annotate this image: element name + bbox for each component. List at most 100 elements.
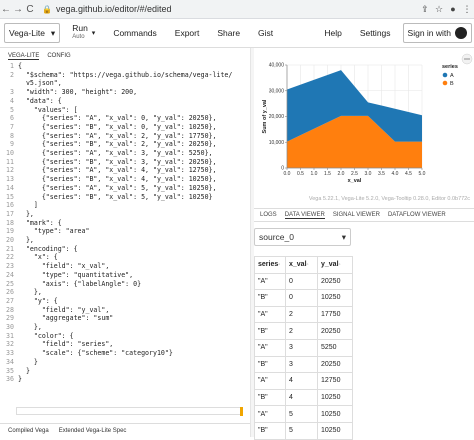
area-series-a — [287, 70, 422, 142]
code-text: "x": { — [18, 253, 58, 262]
sort-icon[interactable]: ◦ — [338, 262, 341, 269]
x-tick-label: 1.0 — [311, 171, 318, 177]
bookmark-star-icon[interactable]: ☆ — [434, 3, 444, 14]
address-field[interactable]: vega.github.io/editor/#/edited — [55, 4, 172, 14]
code-text: "type": "quantitative", — [18, 270, 134, 279]
code-line[interactable]: 14 {"series": "A", "x_val": 5, "y_val": … — [0, 184, 250, 193]
code-text: }, — [18, 323, 42, 331]
code-line[interactable]: 29 "aggregate": "sum" — [0, 314, 250, 323]
tab-signal-viewer[interactable]: SIGNAL VIEWER — [332, 212, 380, 218]
line-number: 33 — [6, 349, 14, 358]
sort-icon[interactable]: ◦ — [306, 262, 309, 269]
sort-icon[interactable]: ◦ — [278, 262, 281, 269]
source-select[interactable]: source_0 ▾ — [254, 228, 351, 246]
line-number: 7 — [10, 122, 14, 131]
settings-button[interactable]: Settings — [359, 28, 391, 38]
code-line[interactable]: 27 "y": { — [0, 297, 250, 306]
code-text: "mark": { — [18, 218, 62, 227]
code-line[interactable]: v5.json", — [0, 79, 250, 88]
commands-button[interactable]: Commands — [113, 28, 157, 38]
code-line[interactable]: 36} — [0, 375, 250, 384]
code-line[interactable]: 9 {"series": "B", "x_val": 2, "y_val": 2… — [0, 140, 250, 149]
table-row: "B" 5 10250 — [254, 421, 353, 440]
sign-in-button[interactable]: Sign in with — [402, 23, 472, 43]
code-line[interactable]: 24 "type": "quantitative", — [0, 271, 250, 280]
code-line[interactable]: 12 {"series": "A", "x_val": 4, "y_val": … — [0, 166, 250, 175]
tab-dataflow-viewer[interactable]: DATAFLOW VIEWER — [387, 212, 446, 218]
tab-vega-lite[interactable]: VEGA-LITE — [8, 52, 40, 60]
code-text: {"series": "A", "x_val": 5, "y_val": 102… — [18, 183, 217, 192]
column-header-x_val[interactable]: x_val◦ — [285, 256, 318, 274]
help-button[interactable]: Help — [324, 28, 342, 38]
code-line[interactable]: 33 "scale": {"scheme": "category10"} — [0, 349, 250, 358]
code-line[interactable]: 3 "width": 300, "height": 200, — [0, 88, 250, 97]
table-cell: "B" — [254, 388, 286, 407]
code-line[interactable]: 11 {"series": "B", "x_val": 3, "y_val": … — [0, 158, 250, 167]
code-line[interactable]: 8 {"series": "A", "x_val": 2, "y_val": 1… — [0, 132, 250, 141]
code-line[interactable]: 17 }, — [0, 210, 250, 219]
tab-data-viewer[interactable]: DATA VIEWER — [284, 211, 325, 219]
line-number: 5 — [10, 105, 14, 114]
line-number: 26 — [6, 288, 14, 297]
code-line[interactable]: 5 "values": [ — [0, 106, 250, 115]
code-line[interactable]: 34 } — [0, 358, 250, 367]
run-dropdown-icon[interactable]: ▾ — [91, 30, 96, 37]
tab-compiled-vega[interactable]: Compiled Vega — [8, 427, 49, 434]
table-cell: "A" — [254, 372, 286, 390]
code-line[interactable]: 25 "axis": {"labelAngle": 0} — [0, 280, 250, 289]
profile-icon[interactable]: ● — [450, 4, 456, 14]
table-cell: 0 — [285, 289, 318, 307]
active-line-highlight — [16, 406, 242, 416]
share-button[interactable]: Share — [217, 28, 241, 38]
code-line[interactable]: 31 "color": { — [0, 332, 250, 341]
gist-button[interactable]: Gist — [258, 28, 274, 38]
column-header-label: x_val — [289, 261, 307, 269]
mode-selector[interactable]: Vega-Lite ▾ — [4, 23, 61, 43]
code-line[interactable]: 21 "encoding": { — [0, 245, 250, 254]
table-cell: 10250 — [317, 405, 353, 423]
tab-extended-spec[interactable]: Extended Vega-Lite Spec — [58, 427, 127, 434]
line-number: 28 — [6, 305, 14, 314]
code-text: "data": { — [18, 96, 62, 105]
column-header-y_val[interactable]: y_val◦ — [317, 256, 353, 274]
line-number: 10 — [6, 149, 14, 157]
tab-config[interactable]: CONFIG — [47, 53, 71, 59]
code-line[interactable]: 1{ — [0, 62, 250, 71]
code-line[interactable]: 35 } — [0, 367, 250, 376]
code-line[interactable]: 22 "x": { — [0, 253, 250, 262]
run-button[interactable]: Run Auto — [72, 24, 88, 42]
x-tick-label: 2.5 — [351, 171, 358, 177]
table-cell: 4 — [285, 388, 318, 407]
export-button[interactable]: Export — [174, 28, 200, 38]
code-line[interactable]: 28 "field": "y_val", — [0, 306, 250, 315]
line-number: 30 — [6, 323, 14, 331]
code-line[interactable]: 23 "field": "x_val", — [0, 262, 250, 271]
column-header-series[interactable]: series◦ — [254, 256, 286, 274]
share-icon[interactable]: ⇪ — [421, 3, 429, 14]
code-line[interactable]: 20 }, — [0, 236, 250, 245]
y-tick-label: 30,000 — [269, 88, 285, 94]
code-line[interactable]: 2 "$schema": "https://vega.github.io/sch… — [0, 71, 250, 80]
forward-icon[interactable]: → — [13, 3, 23, 15]
code-line[interactable]: 10 {"series": "A", "x_val": 3, "y_val": … — [0, 149, 250, 158]
code-line[interactable]: 30 }, — [0, 323, 250, 332]
code-line[interactable]: 15 {"series": "B", "x_val": 5, "y_val": … — [0, 193, 250, 202]
reload-icon[interactable]: C — [26, 3, 34, 15]
table-cell: 5 — [285, 405, 318, 423]
code-text: {"series": "A", "x_val": 3, "y_val": 525… — [18, 149, 213, 157]
code-line[interactable]: 16 ] — [0, 201, 250, 210]
menu-dots-icon[interactable]: ⋮ — [462, 3, 472, 14]
code-line[interactable]: 7 {"series": "B", "x_val": 0, "y_val": 1… — [0, 123, 250, 132]
code-line[interactable]: 4 "data": { — [0, 97, 250, 106]
code-line[interactable]: 32 "field": "series", — [0, 340, 250, 349]
code-line[interactable]: 19 "type": "area" — [0, 227, 250, 236]
code-line[interactable]: 18 "mark": { — [0, 219, 250, 228]
code-text: {"series": "A", "x_val": 0, "y_val": 202… — [18, 114, 217, 123]
code-line[interactable]: 13 {"series": "B", "x_val": 4, "y_val": … — [0, 175, 250, 184]
pane-splitter[interactable] — [250, 48, 254, 437]
back-icon[interactable]: ← — [1, 3, 11, 15]
code-line[interactable]: 6 {"series": "A", "x_val": 0, "y_val": 2… — [0, 114, 250, 123]
code-line[interactable]: 26 }, — [0, 288, 250, 297]
tab-logs[interactable]: LOGS — [260, 212, 277, 218]
code-editor[interactable]: 1{2 "$schema": "https://vega.github.io/s… — [0, 62, 250, 416]
